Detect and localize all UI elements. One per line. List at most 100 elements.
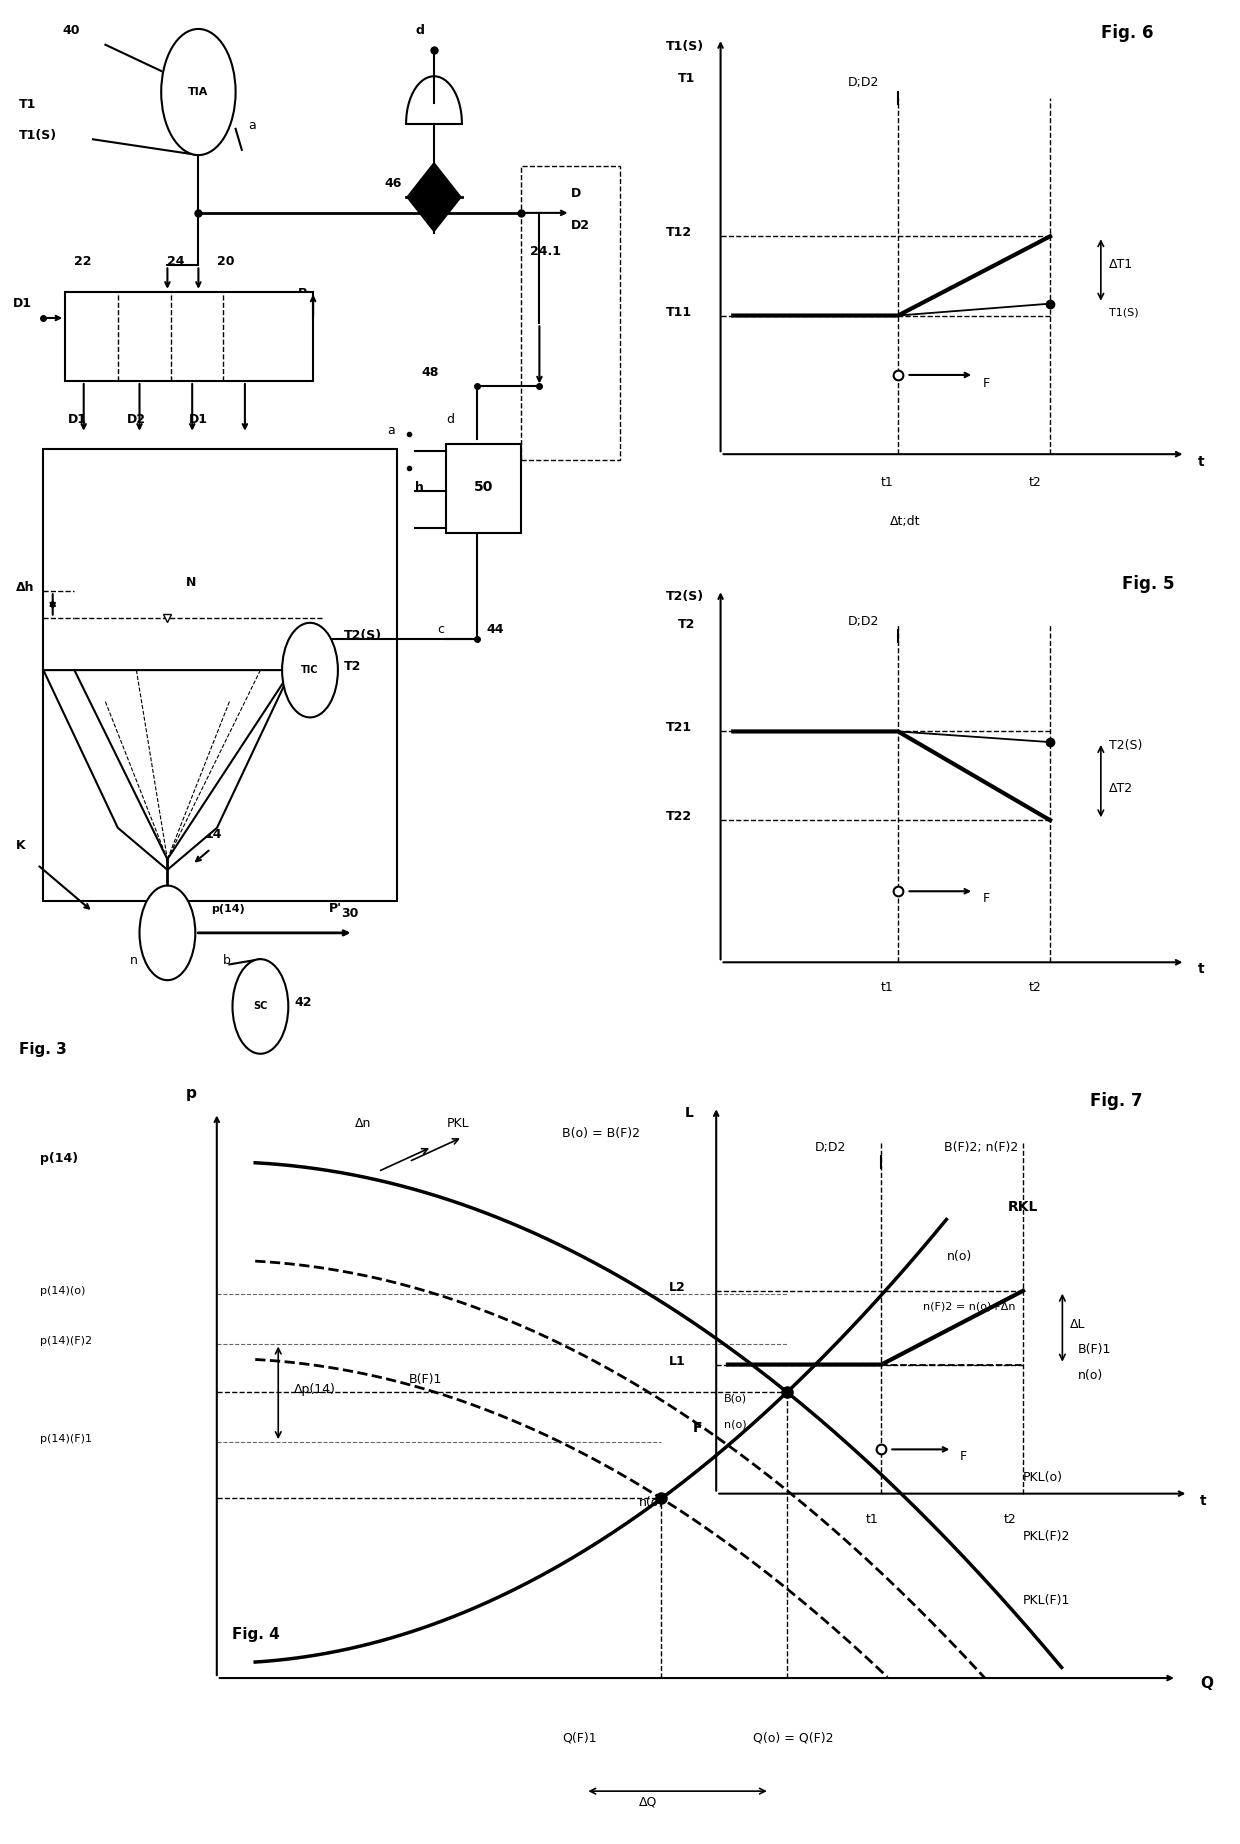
Text: n(F)2 = n(o)+Δn: n(F)2 = n(o)+Δn (924, 1302, 1016, 1311)
Text: ΔL: ΔL (1070, 1318, 1086, 1331)
Text: T11: T11 (666, 306, 692, 319)
Text: Q(F)1: Q(F)1 (563, 1732, 596, 1744)
Text: B(o) = B(F)2: B(o) = B(F)2 (563, 1127, 640, 1140)
Text: t2: t2 (1029, 476, 1042, 489)
Text: P: P (298, 288, 306, 301)
Text: B(o): B(o) (724, 1394, 748, 1403)
Text: K: K (15, 839, 25, 852)
Text: t1: t1 (882, 981, 894, 994)
Text: D1: D1 (68, 413, 87, 426)
Text: p(14)(F)2: p(14)(F)2 (40, 1335, 92, 1346)
Text: n(o): n(o) (1078, 1370, 1104, 1383)
Text: K: K (229, 671, 239, 684)
Text: ΔT1: ΔT1 (1110, 258, 1133, 271)
Text: D1: D1 (12, 297, 31, 310)
Text: T2(S): T2(S) (666, 590, 704, 603)
Text: 20: 20 (217, 256, 234, 269)
Text: L2: L2 (670, 1282, 686, 1294)
Text: ΔT2: ΔT2 (1110, 782, 1133, 795)
Text: F: F (693, 1422, 702, 1435)
Text: h: h (415, 481, 424, 494)
Text: F: F (982, 892, 990, 905)
Text: p(14)(F)1: p(14)(F)1 (40, 1435, 92, 1444)
Polygon shape (43, 669, 291, 870)
Text: t2: t2 (1029, 981, 1042, 994)
Text: ΔQ: ΔQ (639, 1796, 657, 1809)
Text: Δh: Δh (15, 581, 33, 594)
Text: Fig. 5: Fig. 5 (1122, 575, 1174, 594)
Text: a: a (387, 424, 396, 437)
Text: L: L (684, 1106, 693, 1121)
Text: a: a (248, 118, 255, 131)
Text: 24: 24 (167, 256, 185, 269)
Text: 14: 14 (205, 828, 222, 841)
Text: c: c (387, 494, 394, 507)
Text: t: t (1198, 963, 1204, 975)
Text: B(F)2; n(F)2: B(F)2; n(F)2 (945, 1141, 1018, 1154)
Bar (446, 444, 521, 533)
Text: T22: T22 (666, 810, 692, 822)
Text: p(14): p(14) (40, 1152, 78, 1165)
Text: n: n (130, 955, 138, 968)
Text: p(14)(o): p(14)(o) (40, 1287, 86, 1296)
Text: D2: D2 (128, 413, 146, 426)
Text: 24.1: 24.1 (529, 245, 560, 258)
Text: P: P (190, 450, 196, 459)
Text: 44: 44 (486, 623, 505, 636)
Text: T12: T12 (666, 227, 692, 240)
Text: c: c (436, 623, 444, 636)
Bar (64, 291, 312, 382)
Text: RKL: RKL (1008, 1200, 1038, 1213)
Text: p(14): p(14) (211, 904, 244, 915)
Text: 46: 46 (384, 177, 402, 190)
Text: L1: L1 (670, 1355, 686, 1368)
Circle shape (161, 30, 236, 155)
Text: B(F)1: B(F)1 (1078, 1344, 1111, 1357)
Text: b: b (387, 459, 396, 472)
Text: D;D2: D;D2 (847, 76, 879, 89)
Circle shape (281, 623, 337, 717)
Text: D;D2: D;D2 (815, 1141, 846, 1154)
Text: 50: 50 (474, 481, 494, 494)
Text: Fig. 7: Fig. 7 (1090, 1092, 1142, 1110)
Text: PKL: PKL (448, 1117, 470, 1130)
Text: t2: t2 (1003, 1514, 1016, 1527)
Text: d: d (415, 24, 424, 37)
Text: n(o): n(o) (724, 1420, 746, 1429)
Text: B(F)1: B(F)1 (409, 1374, 443, 1387)
Polygon shape (405, 162, 434, 232)
Text: T1(S): T1(S) (666, 41, 704, 53)
Text: D: D (570, 186, 580, 201)
Polygon shape (434, 162, 461, 232)
Bar (521, 166, 620, 459)
Text: T2(S): T2(S) (1110, 739, 1143, 752)
Text: F: F (960, 1451, 967, 1464)
Text: SC: SC (253, 1001, 268, 1012)
Text: P: P (128, 450, 134, 459)
Text: T2: T2 (343, 660, 362, 673)
Text: D;D2: D;D2 (847, 614, 879, 629)
Text: Fig. 3: Fig. 3 (19, 1042, 67, 1057)
Text: 42: 42 (294, 996, 312, 1009)
Text: 30: 30 (341, 907, 358, 920)
Text: Fig. 6: Fig. 6 (1101, 24, 1153, 42)
Text: n(o): n(o) (639, 1495, 665, 1508)
Text: n(o): n(o) (946, 1250, 972, 1263)
Text: Δp(14): Δp(14) (294, 1383, 336, 1396)
Text: t1: t1 (866, 1514, 878, 1527)
Text: Q: Q (1200, 1676, 1213, 1691)
Text: Q(o) = Q(F)2: Q(o) = Q(F)2 (753, 1732, 833, 1744)
Text: TIC: TIC (301, 666, 319, 675)
Text: T2(S): T2(S) (343, 629, 382, 642)
Text: t1: t1 (882, 476, 894, 489)
Text: Fig. 4: Fig. 4 (232, 1626, 280, 1641)
Text: D1: D1 (190, 413, 208, 426)
Text: b: b (223, 955, 231, 968)
Text: T1(S): T1(S) (19, 129, 57, 142)
Text: 22: 22 (74, 256, 92, 269)
Text: T21: T21 (666, 721, 692, 734)
Text: P: P (68, 450, 74, 459)
Text: PKL(F)1: PKL(F)1 (1023, 1595, 1070, 1608)
Text: p: p (186, 1086, 197, 1101)
Bar (43, 450, 397, 902)
